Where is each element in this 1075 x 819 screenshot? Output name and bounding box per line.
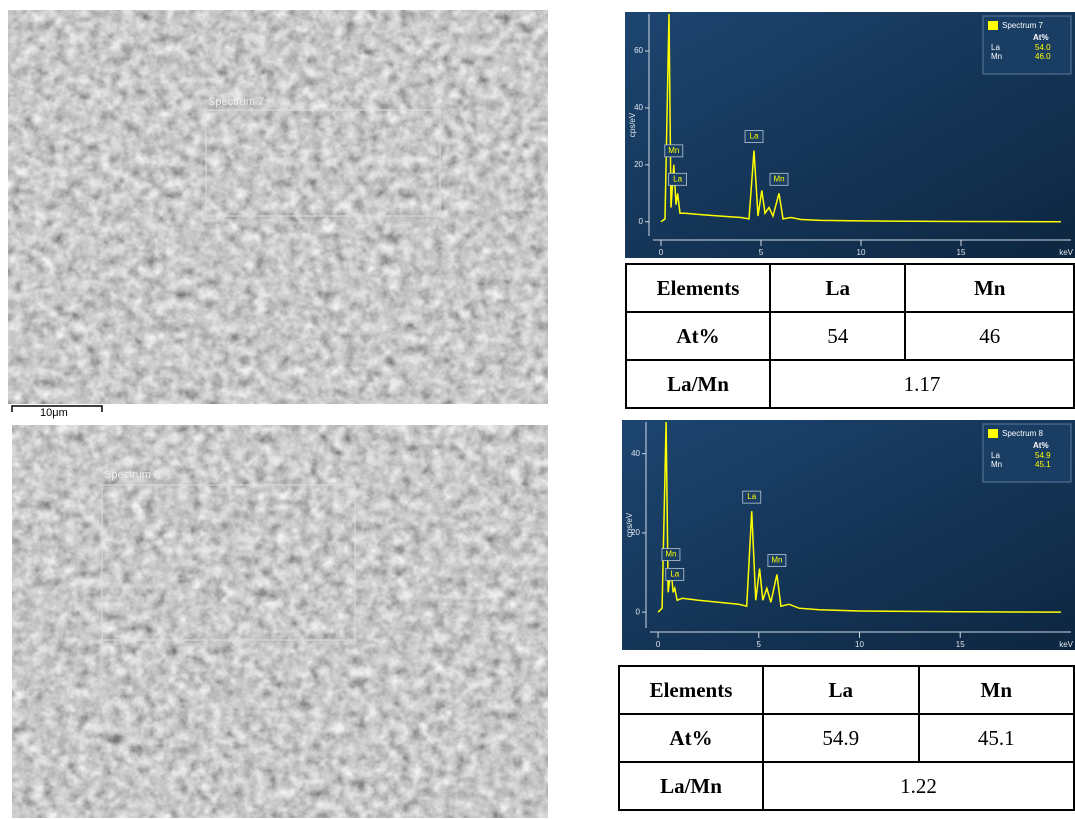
peak-label: La (670, 569, 679, 578)
x-tick-label: 0 (659, 248, 664, 257)
legend-header: At% (1033, 441, 1049, 450)
table-header: Mn (917, 665, 1075, 715)
y-tick-label: 40 (634, 103, 643, 112)
sem-panel: Spectrum 7 10μm Spectrum 8 (8, 10, 548, 818)
peak-label: Mn (773, 174, 784, 183)
scale-bar-label: 10μm (40, 407, 68, 419)
peak-label: Mn (668, 146, 679, 155)
x-axis-label: keV (1059, 248, 1073, 257)
table-header: Elements (618, 665, 764, 715)
x-tick-label: 15 (956, 640, 965, 649)
peak-label-box (769, 172, 789, 186)
legend-swatch (988, 429, 998, 438)
sem-texture (12, 425, 548, 818)
peak-label-box (767, 554, 787, 567)
legend-label: Spectrum 8 (1002, 429, 1043, 438)
spectrum-region (101, 484, 356, 641)
legend-element: La (991, 451, 1000, 460)
table-header: Elements (625, 263, 771, 313)
table-header: La (768, 263, 907, 313)
peak-label: La (673, 174, 682, 183)
scale-bar (11, 405, 103, 412)
y-tick-label: 60 (634, 46, 643, 55)
x-tick-label: 10 (857, 248, 866, 257)
legend-value: 54.0 (1035, 43, 1051, 52)
x-tick-label: 0 (656, 640, 661, 649)
peak-label-box (665, 567, 685, 581)
x-tick-label: 5 (757, 640, 762, 649)
cell: 54.9 (762, 713, 920, 763)
cell: 46 (904, 311, 1075, 361)
y-axis-label: cps/eV (625, 512, 634, 537)
spectrum-region-label: Spectrum 8 (104, 469, 160, 481)
peak-label-box (661, 548, 681, 561)
legend-value: 45.1 (1035, 460, 1051, 469)
legend-element: La (991, 43, 1000, 52)
x-tick-label: 10 (855, 640, 864, 649)
x-tick-label: 15 (957, 248, 966, 257)
legend-swatch (988, 21, 998, 30)
row-label: La/Mn (618, 761, 764, 811)
row-label: At% (618, 713, 764, 763)
spectrum-region-label: Spectrum 7 (208, 96, 264, 108)
spectrum-chart: 0 20 40 0 5 10 15 keV cps/eV Spectrum 8 At% La 54.9 M… (622, 420, 1075, 650)
peak-label-box (668, 172, 687, 186)
cell: 1.22 (762, 761, 1075, 811)
y-axis-label: cps/eV (628, 112, 637, 137)
spectrum-chart: 0 20 40 60 0 5 10 15 keV cps/eV Spectrum 7 At% La 54.… (625, 12, 1075, 258)
peak-label: La (747, 492, 756, 501)
composition-table: Elements La Mn At% 54.9 45.1 La/Mn 1.22 (618, 665, 1075, 811)
table-header: La (762, 665, 920, 715)
peak-label: Mn (665, 550, 676, 559)
peak-label-box (742, 490, 762, 504)
cell: 54 (768, 311, 907, 361)
y-tick-label: 0 (636, 607, 641, 616)
table-header: Mn (904, 263, 1075, 313)
cell: 1.17 (769, 359, 1075, 409)
x-axis-label: keV (1059, 640, 1073, 649)
peak-label: Mn (771, 556, 782, 565)
y-tick-label: 20 (631, 528, 640, 537)
row-label: At% (625, 311, 771, 361)
y-tick-label: 0 (639, 217, 644, 226)
spectrum-region (205, 109, 441, 217)
legend-header: At% (1033, 33, 1049, 42)
peak-label-box (744, 130, 764, 144)
sem-texture (8, 10, 548, 404)
y-tick-label: 20 (634, 160, 643, 169)
peak-label: La (750, 132, 759, 141)
legend-label: Spectrum 7 (1002, 21, 1043, 30)
legend-element: Mn (991, 460, 1002, 469)
legend-value: 54.9 (1035, 451, 1051, 460)
composition-table: Elements La Mn At% 54 46 La/Mn 1.17 (625, 263, 1075, 409)
legend-value: 46.0 (1035, 52, 1051, 61)
cell: 45.1 (917, 713, 1075, 763)
y-tick-label: 40 (631, 449, 640, 458)
row-label: La/Mn (625, 359, 771, 409)
legend-element: Mn (991, 52, 1002, 61)
peak-label-box (664, 144, 684, 158)
x-tick-label: 5 (759, 248, 764, 257)
